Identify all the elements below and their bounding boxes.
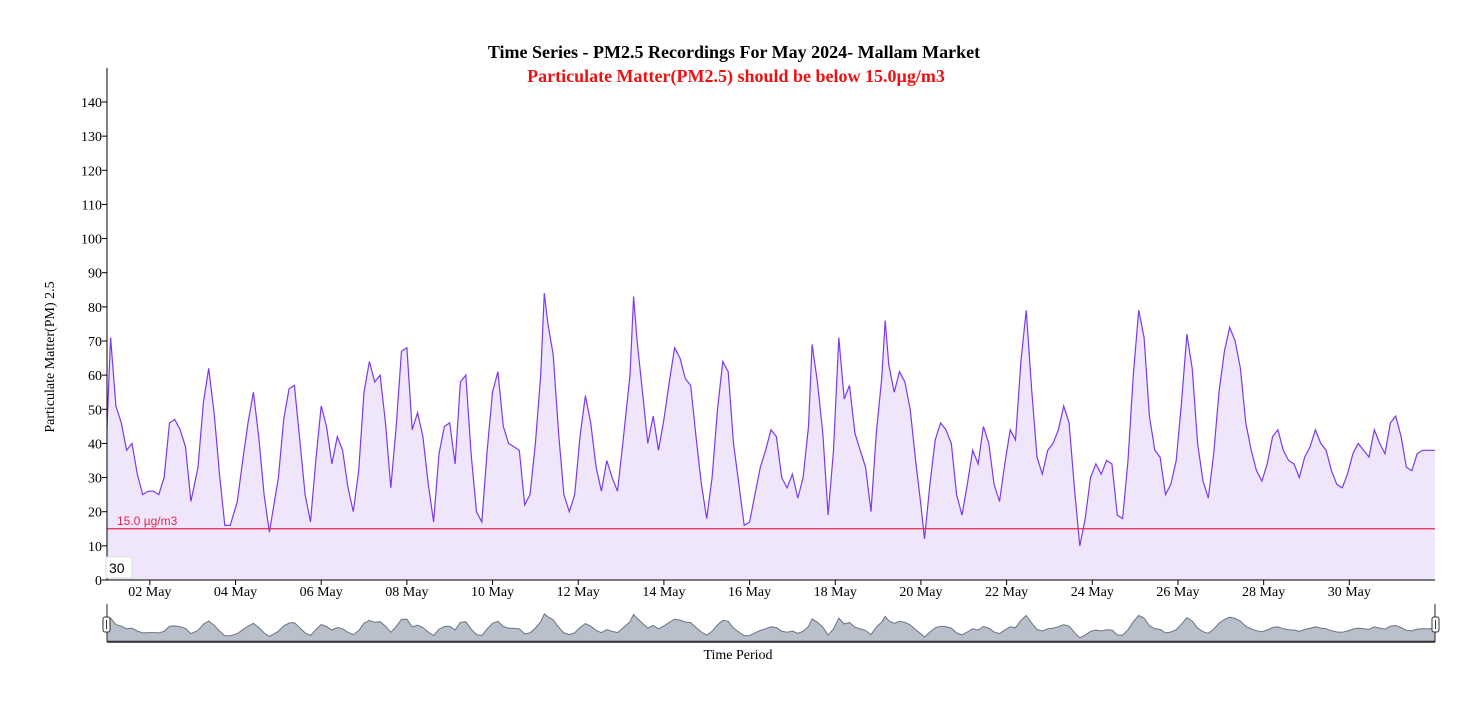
x-tick-label: 06 May <box>300 585 343 600</box>
pm25-area-fill <box>107 293 1435 580</box>
x-tick-label: 28 May <box>1242 585 1285 600</box>
y-axis-title: Particulate Matter(PM) 2.5 <box>43 281 58 432</box>
x-tick-label: 04 May <box>214 585 257 600</box>
x-tick-label: 10 May <box>471 585 514 600</box>
y-tick-label: 30 <box>88 472 102 487</box>
y-tick-label: 120 <box>81 164 102 179</box>
y-axis-ticks: 0 10 20 30 40 50 60 70 80 90 100 110 120 130 140 <box>81 96 107 589</box>
tooltip-box <box>105 556 133 579</box>
y-tick-label: 40 <box>88 437 102 452</box>
hover-tooltip: 30 <box>105 556 133 579</box>
x-tick-label: 22 May <box>985 585 1028 600</box>
time-range-navigator[interactable] <box>102 604 1440 643</box>
y-tick-label: 10 <box>88 540 102 555</box>
y-tick-label: 20 <box>88 506 102 521</box>
y-tick-label: 100 <box>81 233 102 248</box>
x-tick-label: 16 May <box>728 585 771 600</box>
x-axis-title: Time Period <box>703 648 772 663</box>
x-tick-label: 18 May <box>814 585 857 600</box>
x-tick-label: 14 May <box>642 585 685 600</box>
y-tick-label: 110 <box>82 198 102 213</box>
x-tick-label: 20 May <box>899 585 942 600</box>
pm25-series-line <box>106 293 1435 547</box>
y-tick-label: 50 <box>88 403 102 418</box>
x-tick-label: 12 May <box>557 585 600 600</box>
x-tick-label: 02 May <box>128 585 171 600</box>
x-tick-label: 08 May <box>385 585 428 600</box>
tooltip-value: 30 <box>109 560 125 576</box>
y-tick-label: 90 <box>88 267 102 282</box>
y-tick-label: 60 <box>88 369 102 384</box>
navigator-mini-area <box>106 613 1436 642</box>
y-tick-label: 80 <box>88 301 102 316</box>
y-tick-label: 70 <box>88 335 102 350</box>
chart-subtitle: Particulate Matter(PM2.5) should be belo… <box>527 66 945 87</box>
y-tick-label: 0 <box>95 574 102 589</box>
x-tick-label: 30 May <box>1328 585 1371 600</box>
threshold-label: 15.0 µg/m3 <box>117 514 178 528</box>
x-axis-ticks: 02 May 04 May 06 May 08 May 10 May 12 May 14 M… <box>128 580 1371 600</box>
plot-area: 15.0 µg/m3 0 10 20 30 40 50 60 70 80 90 100 110 120 1… <box>81 68 1435 600</box>
y-tick-label: 130 <box>81 130 102 145</box>
x-tick-label: 24 May <box>1071 585 1114 600</box>
chart-title: Time Series - PM2.5 Recordings For May 2… <box>488 42 980 62</box>
y-tick-label: 140 <box>81 96 102 111</box>
x-tick-label: 26 May <box>1156 585 1199 600</box>
